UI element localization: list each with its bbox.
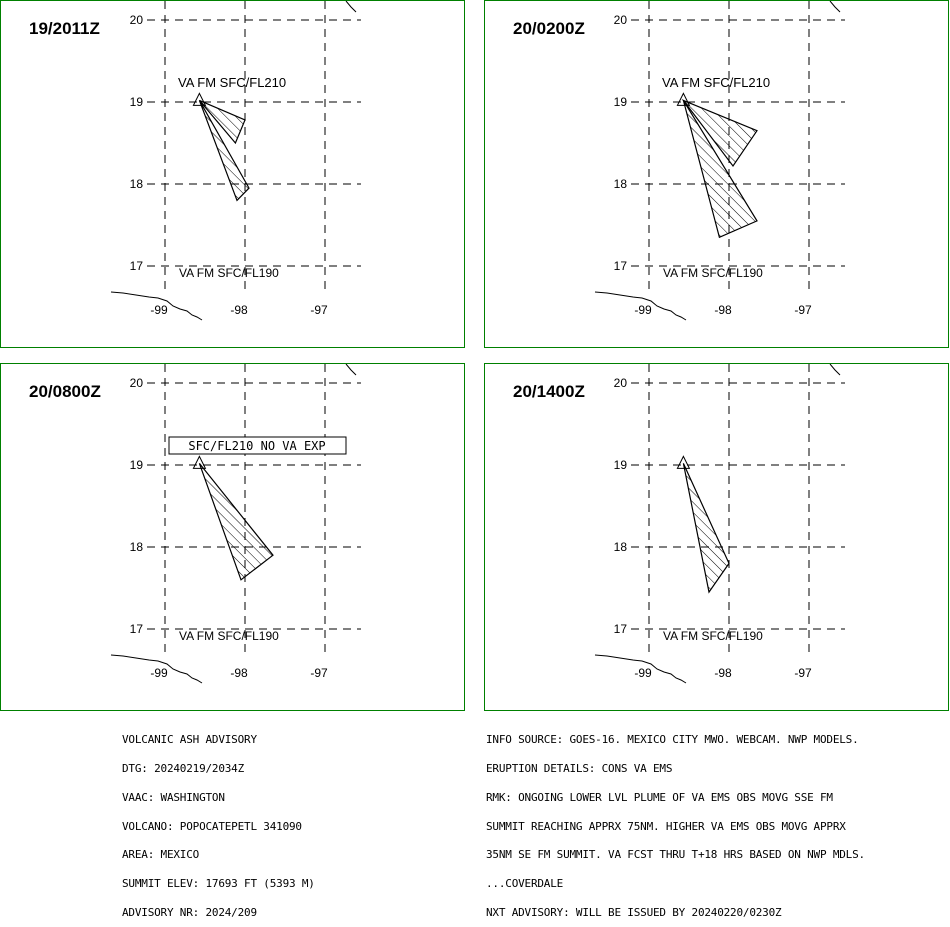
lower-layer-label: VA FM SFC/FL190 xyxy=(663,266,763,280)
panel-time-label: 20/0200Z xyxy=(513,19,585,38)
advisory-line: INFO SOURCE: GOES-16. MEXICO CITY MWO. W… xyxy=(486,733,859,747)
volcano-icon xyxy=(192,455,207,469)
latitude-label: 19 xyxy=(614,95,628,109)
coastline xyxy=(594,654,687,684)
ash-cloud-polygon xyxy=(198,99,246,145)
latitude-label: 18 xyxy=(614,540,628,554)
forecast-panel-1: 19/2011Z 20 19 18 17 -99 -98 -97 VA FM SFC/FL21… xyxy=(0,0,465,348)
advisory-line: NXT ADVISORY: WILL BE ISSUED BY 20240220… xyxy=(486,905,782,919)
latitude-label: 19 xyxy=(130,458,144,472)
advisory-line: 35NM SE FM SUMMIT. VA FCST THRU T+18 HRS… xyxy=(486,848,865,862)
ash-map: 20 19 18 17 -99 -98 -97 VA FM SFC/FL210 VA FM SF… xyxy=(110,1,361,321)
advisory-line: AREA: MEXICO xyxy=(122,848,200,862)
latitude-label: 20 xyxy=(614,376,628,390)
advisory-line: VOLCANIC ASH ADVISORY xyxy=(122,733,257,747)
advisory-line: SUMMIT ELEV: 17693 FT (5393 M) xyxy=(122,877,315,891)
volcano-icon xyxy=(192,92,207,106)
ash-cloud-polygon xyxy=(682,100,758,239)
latitude-label: 20 xyxy=(130,376,144,390)
longitude-label: -97 xyxy=(794,666,812,680)
advisory-remarks-block: INFO SOURCE: GOES-16. MEXICO CITY MWO. W… xyxy=(486,716,865,927)
advisory-line: ...COVERDALE xyxy=(486,877,564,891)
advisory-header-block: VOLCANIC ASH ADVISORY DTG: 20240219/2034… xyxy=(122,716,315,927)
advisory-line: SUMMIT REACHING APPRX 75NM. HIGHER VA EM… xyxy=(486,819,846,833)
lower-layer-label: VA FM SFC/FL190 xyxy=(179,629,279,643)
coastline xyxy=(345,364,357,376)
advisory-line: ERUPTION DETAILS: CONS VA EMS xyxy=(486,761,673,775)
advisory-line: DTG: 20240219/2034Z xyxy=(122,761,245,775)
longitude-label: -99 xyxy=(150,303,168,317)
panel-time-label: 19/2011Z xyxy=(29,19,100,38)
ash-map: 20 19 18 17 -99 -98 -97 VA FM SFC/FL190 xyxy=(594,364,845,684)
latitude-label: 20 xyxy=(614,13,628,27)
longitude-label: -99 xyxy=(634,666,652,680)
latitude-label: 20 xyxy=(130,13,144,27)
ash-cloud-polygon xyxy=(198,463,274,581)
ash-cloud-polygon xyxy=(681,99,758,168)
latitude-label: 18 xyxy=(614,177,628,191)
upper-layer-label: VA FM SFC/FL210 xyxy=(178,75,286,90)
ash-map: 20 19 18 17 -99 -98 -97 VA FM SFC/FL210 VA FM SF… xyxy=(594,1,845,321)
longitude-label: -97 xyxy=(310,303,328,317)
coastline xyxy=(594,291,687,321)
ash-map: 20 19 18 17 -99 -98 -97 SFC/FL210 NO VA EXP VA F… xyxy=(110,364,361,684)
longitude-label: -97 xyxy=(310,666,328,680)
longitude-label: -99 xyxy=(634,303,652,317)
coastline xyxy=(110,654,203,684)
longitude-label: -98 xyxy=(230,666,248,680)
upper-layer-label: VA FM SFC/FL210 xyxy=(662,75,770,90)
longitude-label: -98 xyxy=(714,303,732,317)
latitude-label: 19 xyxy=(614,458,628,472)
longitude-label: -98 xyxy=(714,666,732,680)
volcano-icon xyxy=(676,92,691,106)
advisory-line: RMK: ONGOING LOWER LVL PLUME OF VA EMS O… xyxy=(486,790,833,804)
latitude-label: 17 xyxy=(614,259,628,273)
coastline xyxy=(110,291,203,321)
forecast-panel-4: 20/1400Z 20 19 18 17 -99 -98 -97 VA FM SFC/FL19… xyxy=(484,363,949,711)
advisory-line: VAAC: WASHINGTON xyxy=(122,790,225,804)
coastline xyxy=(829,1,841,13)
ash-cloud-polygon xyxy=(198,100,250,202)
latitude-label: 18 xyxy=(130,177,144,191)
latitude-label: 17 xyxy=(130,622,144,636)
upper-layer-label: SFC/FL210 NO VA EXP xyxy=(188,439,325,453)
label-box xyxy=(168,436,347,455)
advisory-line: ADVISORY NR: 2024/209 xyxy=(122,905,257,919)
coastline xyxy=(829,364,841,376)
longitude-label: -98 xyxy=(230,303,248,317)
longitude-label: -99 xyxy=(150,666,168,680)
ash-cloud-polygon xyxy=(682,463,730,594)
lower-layer-label: VA FM SFC/FL190 xyxy=(663,629,763,643)
latitude-label: 17 xyxy=(614,622,628,636)
lower-layer-label: VA FM SFC/FL190 xyxy=(179,266,279,280)
panel-time-label: 20/0800Z xyxy=(29,382,101,401)
latitude-label: 17 xyxy=(130,259,144,273)
panel-time-label: 20/1400Z xyxy=(513,382,585,401)
coastline xyxy=(345,1,357,13)
latitude-label: 19 xyxy=(130,95,144,109)
latitude-label: 18 xyxy=(130,540,144,554)
longitude-label: -97 xyxy=(794,303,812,317)
volcano-icon xyxy=(676,455,691,469)
advisory-line: VOLCANO: POPOCATEPETL 341090 xyxy=(122,819,302,833)
forecast-panel-2: 20/0200Z 20 19 18 17 -99 -98 -97 VA FM SFC/FL21… xyxy=(484,0,949,348)
forecast-panel-3: 20/0800Z 20 19 18 17 -99 -98 -97 SFC/FL210 NO V… xyxy=(0,363,465,711)
